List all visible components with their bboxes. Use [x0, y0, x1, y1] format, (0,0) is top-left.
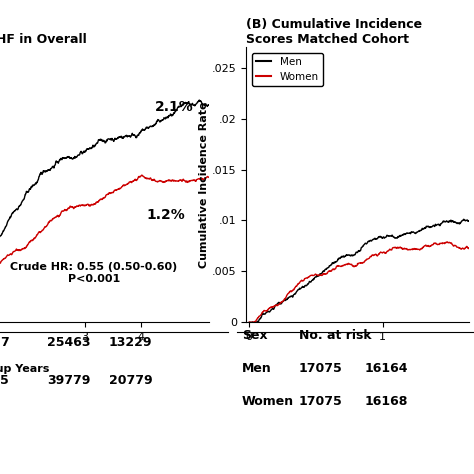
- Text: No. at risk: No. at risk: [299, 329, 371, 342]
- Text: HF in Overall: HF in Overall: [0, 33, 87, 46]
- Text: 39779: 39779: [47, 374, 91, 387]
- Text: 17075: 17075: [299, 362, 342, 375]
- Text: 5: 5: [0, 374, 9, 387]
- Text: Men: Men: [242, 362, 272, 375]
- Text: 1.2%: 1.2%: [146, 208, 185, 222]
- Text: 2.1%: 2.1%: [155, 100, 194, 114]
- Text: Women: Women: [242, 395, 294, 408]
- Text: 7: 7: [0, 336, 9, 349]
- Text: 16168: 16168: [365, 395, 409, 408]
- Text: Crude HR: 0.55 (0.50-0.60)
P<0.001: Crude HR: 0.55 (0.50-0.60) P<0.001: [10, 262, 177, 283]
- Text: 20779: 20779: [109, 374, 153, 387]
- Text: 25463: 25463: [47, 336, 91, 349]
- Text: 16164: 16164: [365, 362, 409, 375]
- Y-axis label: Cumulative Incidence Rate: Cumulative Incidence Rate: [199, 101, 209, 268]
- Text: (B) Cumulative Incidence
Scores Matched Cohort: (B) Cumulative Incidence Scores Matched …: [246, 18, 423, 46]
- Text: 13229: 13229: [109, 336, 153, 349]
- Text: 17075: 17075: [299, 395, 342, 408]
- Legend: Men, Women: Men, Women: [252, 53, 323, 86]
- Text: Sex: Sex: [242, 329, 267, 342]
- Text: –up Years: –up Years: [0, 364, 49, 374]
